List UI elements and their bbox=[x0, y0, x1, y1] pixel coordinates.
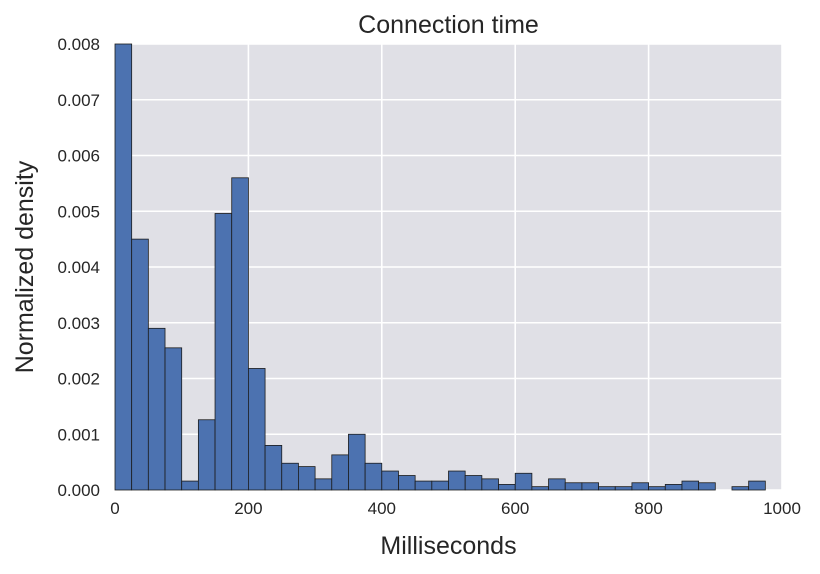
histogram-bar bbox=[614, 486, 633, 491]
histogram-bar bbox=[681, 480, 700, 491]
x-tick-label: 200 bbox=[234, 499, 262, 518]
y-axis-label: Normalized density bbox=[11, 160, 39, 373]
histogram-bar bbox=[448, 470, 466, 491]
histogram-bar bbox=[414, 480, 433, 491]
histogram-bar bbox=[114, 43, 133, 491]
y-tick-label: 0.004 bbox=[57, 258, 100, 277]
histogram-bar bbox=[431, 480, 449, 491]
histogram-bar bbox=[698, 482, 716, 491]
histogram-bar bbox=[164, 347, 183, 491]
y-tick-label: 0.001 bbox=[57, 425, 100, 444]
histogram-bar bbox=[231, 177, 249, 491]
y-axis-ticks: 0.000 0.001 0.002 0.003 0.004 0.005 0.006 0.007… bbox=[57, 35, 100, 500]
histogram-bar bbox=[214, 213, 233, 491]
histogram-bar bbox=[147, 327, 166, 491]
histogram-bar bbox=[581, 482, 599, 491]
histogram-bar bbox=[197, 419, 216, 491]
y-tick-label: 0.005 bbox=[57, 202, 100, 221]
histogram-bar bbox=[498, 484, 516, 491]
histogram-bars bbox=[114, 43, 766, 491]
histogram-bar bbox=[247, 368, 266, 491]
y-tick-label: 0.000 bbox=[57, 481, 100, 500]
histogram-bar bbox=[564, 482, 583, 491]
histogram-bar bbox=[131, 238, 149, 491]
x-tick-label: 1000 bbox=[763, 499, 801, 518]
histogram-bar bbox=[514, 472, 533, 491]
chart-title: Connection time bbox=[358, 11, 539, 39]
histogram-bar bbox=[364, 462, 383, 491]
histogram-bar bbox=[548, 478, 566, 491]
x-axis-ticks: 0 200 400 600 800 1000 bbox=[110, 499, 801, 518]
histogram-bar bbox=[481, 478, 499, 491]
y-tick-label: 0.007 bbox=[57, 91, 100, 110]
histogram-bar bbox=[464, 475, 483, 491]
histogram-bar bbox=[631, 482, 649, 491]
histogram-bar bbox=[298, 466, 316, 491]
y-tick-label: 0.003 bbox=[57, 314, 100, 333]
histogram-bar bbox=[331, 454, 349, 491]
histogram-bar bbox=[314, 478, 333, 491]
histogram-bar bbox=[731, 486, 750, 491]
histogram-bar bbox=[648, 486, 666, 491]
x-tick-label: 400 bbox=[368, 499, 396, 518]
histogram-bar bbox=[348, 433, 366, 491]
histogram-bar bbox=[398, 475, 416, 491]
histogram-bar bbox=[381, 470, 399, 491]
histogram-bar bbox=[664, 484, 683, 491]
histogram-bar bbox=[748, 480, 766, 491]
histogram-bar bbox=[598, 486, 616, 491]
histogram-bar bbox=[281, 462, 299, 491]
x-tick-label: 600 bbox=[501, 499, 529, 518]
x-tick-label: 800 bbox=[634, 499, 662, 518]
x-tick-label: 0 bbox=[110, 499, 119, 518]
x-axis-label: Milliseconds bbox=[380, 532, 516, 560]
histogram-bar bbox=[264, 444, 283, 491]
y-tick-label: 0.006 bbox=[57, 147, 100, 166]
y-tick-label: 0.008 bbox=[57, 35, 100, 54]
y-tick-label: 0.002 bbox=[57, 370, 100, 389]
histogram-bar bbox=[531, 486, 549, 491]
histogram-bar bbox=[181, 480, 199, 491]
